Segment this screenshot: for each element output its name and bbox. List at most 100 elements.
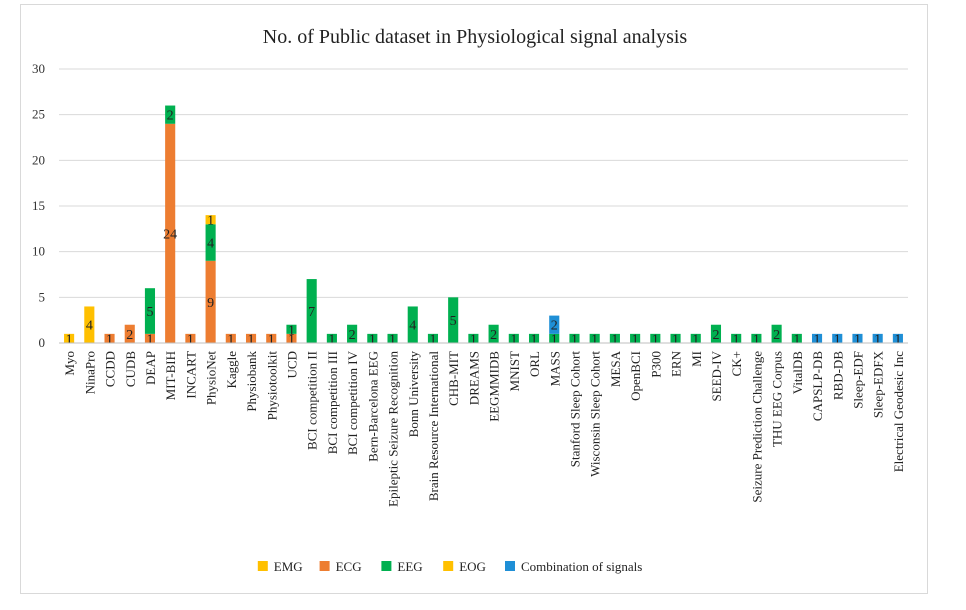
bar-segment <box>387 333 398 343</box>
x-tick-label: EEGMMIDB <box>487 351 502 422</box>
data-label: 2 <box>712 328 719 343</box>
bar-segment <box>225 333 236 343</box>
x-tick-label: PhysioNet <box>204 351 219 406</box>
x-tick-label: Bonn University <box>406 351 421 438</box>
x-tick-label: BCI competition II <box>305 351 320 450</box>
bars <box>64 105 903 343</box>
bar-segment <box>205 260 216 343</box>
x-tick-label: MNIST <box>507 351 522 392</box>
data-label: 1 <box>834 332 841 347</box>
bar-segment <box>245 333 257 343</box>
y-axis: 0 5 10 15 20 25 30 <box>32 61 45 350</box>
y-tick-label: 5 <box>39 289 46 304</box>
x-tick-label: Physiobank <box>244 351 259 412</box>
data-label: 1 <box>106 332 113 347</box>
bar-segment <box>508 333 519 343</box>
gridlines <box>59 68 908 344</box>
data-label: 9 <box>207 296 214 311</box>
y-tick-label: 25 <box>32 107 45 122</box>
y-tick-label: 20 <box>32 152 45 167</box>
data-label: 1 <box>611 332 618 347</box>
data-label: 1 <box>753 332 760 347</box>
data-label: 1 <box>672 332 679 347</box>
bar-segment <box>690 333 701 343</box>
x-tick-label: SEED-IV <box>709 350 724 401</box>
bar-segment <box>144 333 156 343</box>
bar-segment <box>84 306 95 343</box>
x-tick-label: Brain Resource International <box>426 351 441 502</box>
bar-segment <box>205 215 216 225</box>
data-label: 1 <box>531 332 538 347</box>
data-label: 1 <box>66 332 73 347</box>
x-tick-label: MIT-BIH <box>163 351 178 400</box>
data-label: 1 <box>854 332 861 347</box>
x-tick-label: CHB-MIT <box>446 351 461 406</box>
x-tick-label: DEAP <box>143 351 158 385</box>
x-tick-label: OpenBCI <box>628 351 643 401</box>
x-tick-label: VitalDB <box>790 351 805 395</box>
bar-segment <box>872 333 883 343</box>
bar-segment <box>832 333 843 343</box>
bar-segment <box>326 333 337 343</box>
x-tick-label: RBD-DB <box>830 351 845 400</box>
chart-frame: No. of Public dataset in Physiological s… <box>20 4 928 594</box>
x-tick-label: MI <box>689 351 704 367</box>
legend: EMG ECG EEG EOG Combination of signals <box>257 559 642 574</box>
x-tick-label: CAPSLP-DB <box>810 351 825 421</box>
bar-segment <box>205 224 216 261</box>
x-tick-label: MASS <box>547 351 562 386</box>
bar-segment <box>488 324 499 343</box>
bar-segment <box>144 288 156 334</box>
data-label: 1 <box>510 332 517 347</box>
x-tick-label: ERN <box>669 350 684 377</box>
bar-segment <box>407 306 418 343</box>
bar-segment <box>286 324 297 334</box>
chart-title: No. of Public dataset in Physiological s… <box>263 26 688 48</box>
x-tick-label: BCI competition IV <box>345 350 360 455</box>
data-label: 2 <box>490 328 497 343</box>
bar-segment <box>771 324 782 343</box>
bar-segment <box>811 333 823 343</box>
data-label: 4 <box>409 319 416 334</box>
data-label: 1 <box>389 332 396 347</box>
x-tick-label: MESA <box>608 350 623 387</box>
data-label: 1 <box>692 332 699 347</box>
data-label: 1 <box>328 332 335 347</box>
data-label: 1 <box>814 332 821 347</box>
data-label: 1 <box>429 332 436 347</box>
data-label: 5 <box>146 305 153 320</box>
x-tick-label: ORL <box>527 351 542 377</box>
x-tick-label: CCDD <box>103 351 118 387</box>
data-label: 1 <box>470 332 477 347</box>
data-label: 1 <box>227 332 234 347</box>
x-tick-label: Bern-Barcelona EEG <box>365 351 380 462</box>
bar-segment <box>185 333 196 343</box>
bar-segment <box>367 333 378 343</box>
data-label: 2 <box>773 328 780 343</box>
y-tick-label: 0 <box>39 335 46 350</box>
bar-segment <box>124 324 135 343</box>
bar-segment <box>670 333 681 343</box>
data-label: 1 <box>894 332 901 347</box>
data-label: 1 <box>733 332 740 347</box>
bar-segment <box>549 333 560 343</box>
bar-segment <box>468 333 479 343</box>
bar-segment <box>347 324 358 343</box>
data-label: 1 <box>146 332 153 347</box>
x-tick-label: Epileptic Seizure Recognition <box>386 351 401 507</box>
data-label: 1 <box>207 214 214 229</box>
bar-segment <box>104 333 115 343</box>
bar-segment <box>286 333 297 343</box>
data-label: 1 <box>632 332 639 347</box>
legend-swatch <box>443 561 454 571</box>
bar-segment <box>710 324 722 343</box>
data-label: 1 <box>571 332 578 347</box>
x-tick-label: CUDB <box>123 351 138 387</box>
data-label: 24 <box>163 227 177 242</box>
data-label: 1 <box>288 332 295 347</box>
bar-segment <box>165 123 176 343</box>
legend-swatch <box>319 561 330 571</box>
x-tick-label: UCD <box>284 351 299 378</box>
data-label: 1 <box>793 332 800 347</box>
